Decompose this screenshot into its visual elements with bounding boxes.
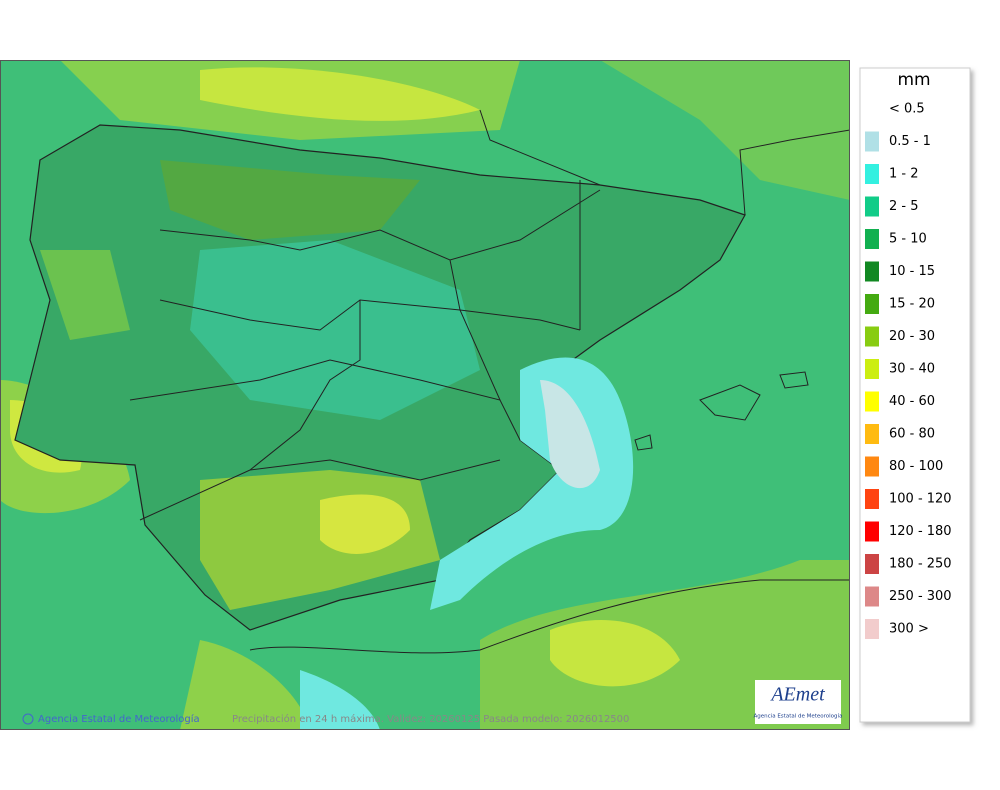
legend-swatch: [865, 164, 879, 184]
legend: mm < 0.5 0.5 - 1 1 - 2 2 - 5 5 - 10 10 - 15 15…: [859, 67, 971, 723]
legend-swatch: [865, 619, 879, 639]
legend-swatch: [865, 586, 879, 607]
legend-swatch: [865, 261, 879, 282]
legend-label: 20 - 30: [889, 329, 935, 344]
legend-label: < 0.5: [889, 102, 925, 117]
legend-swatch: [865, 131, 879, 152]
legend-swatch: [865, 391, 879, 412]
map: Agencia Estatal de Meteorología Precipit…: [0, 60, 850, 730]
legend-swatch: [865, 229, 879, 249]
legend-label: 300 >: [889, 622, 929, 637]
map-frame: [0, 60, 850, 730]
legend-label: 15 - 20: [889, 297, 935, 312]
legend-label: 120 - 180: [889, 524, 952, 539]
map-credit: Agencia Estatal de Meteorología: [38, 713, 200, 725]
legend-label: 5 - 10: [889, 232, 927, 247]
legend-swatch: [865, 554, 879, 574]
legend-label: 80 - 100: [889, 459, 943, 474]
legend-label: 1 - 2: [889, 167, 919, 182]
legend-swatch: [865, 326, 879, 347]
logo-name: AEmet: [769, 684, 825, 706]
legend-swatch: [865, 359, 879, 379]
legend-label: 40 - 60: [889, 394, 935, 409]
map-caption: Precipitación en 24 h máxima. Validez: 2…: [232, 713, 629, 725]
legend-swatch: [865, 196, 879, 217]
legend-label: 250 - 300: [889, 589, 952, 604]
legend-title: mm: [897, 70, 930, 90]
legend-label: 30 - 40: [889, 362, 935, 377]
legend-swatch: [865, 489, 879, 509]
legend-label: 60 - 80: [889, 427, 935, 442]
legend-swatch: [865, 456, 879, 477]
legend-swatch: [865, 521, 879, 542]
legend-swatch: [865, 424, 879, 444]
legend-swatch: [865, 294, 879, 314]
legend-label: 2 - 5: [889, 199, 919, 214]
legend-label: 10 - 15: [889, 264, 935, 279]
logo: AEmet Agencia Estatal de Meteorología: [754, 680, 843, 724]
legend-label: 180 - 250: [889, 557, 952, 572]
copyright-icon: [22, 713, 34, 725]
logo-subtitle: Agencia Estatal de Meteorología: [754, 713, 843, 720]
legend-label: 100 - 120: [889, 492, 952, 507]
legend-label: 0.5 - 1: [889, 134, 931, 149]
